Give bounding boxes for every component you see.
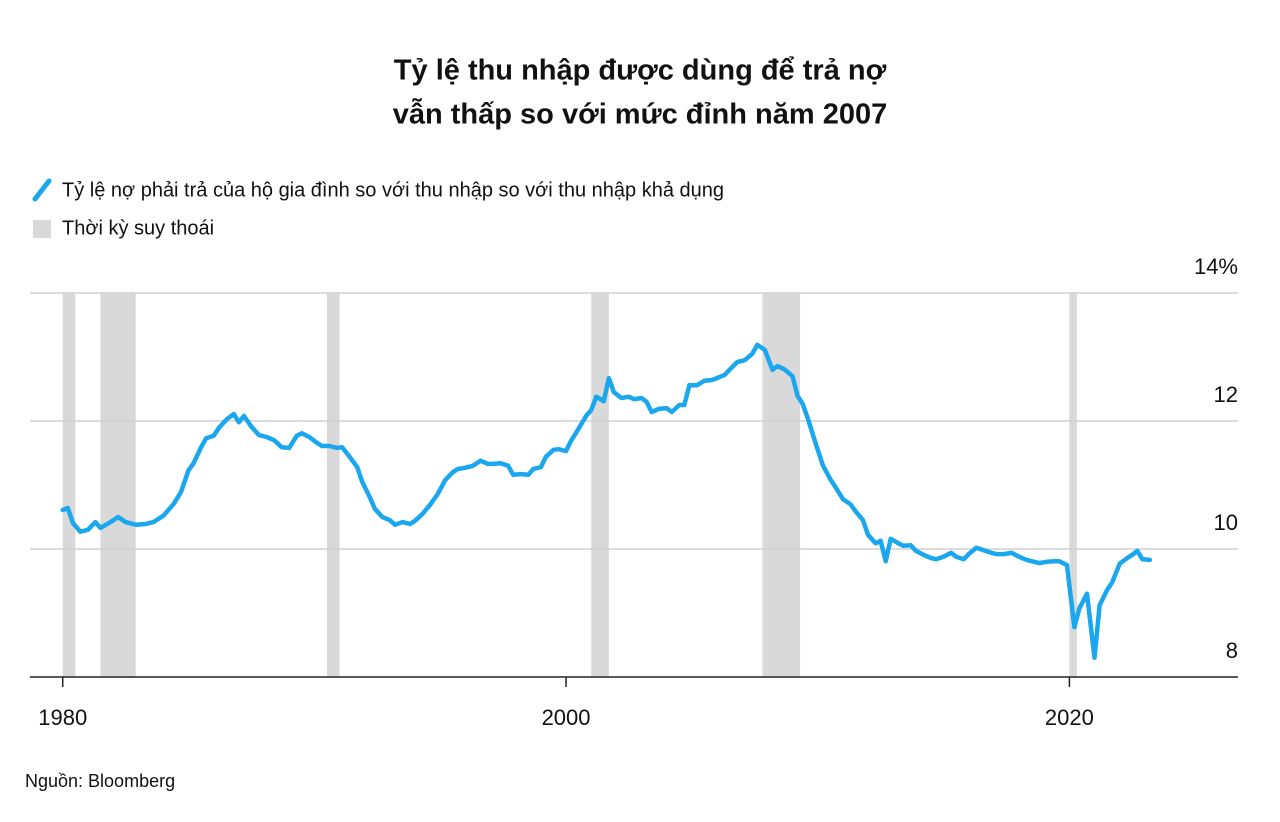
- data-line: [60, 342, 1153, 661]
- recession-band: [100, 293, 136, 677]
- y-tick-label: 10: [1214, 510, 1238, 535]
- y-tick-label: 12: [1214, 382, 1238, 407]
- recession-band: [62, 293, 76, 677]
- y-tick-label: 14%: [1194, 254, 1238, 279]
- legend-label: Tỷ lệ nợ phải trả của hộ gia đình so với…: [62, 179, 724, 201]
- legend-swatch: [33, 220, 51, 238]
- legend-label: Thời kỳ suy thoái: [62, 217, 214, 239]
- recession-band: [1069, 293, 1077, 677]
- recession-band: [762, 293, 801, 677]
- chart-title: Tỷ lệ thu nhập được dùng để trả nợ: [394, 55, 887, 87]
- x-tick-label: 1980: [38, 705, 87, 730]
- y-tick-label: 8: [1226, 638, 1238, 663]
- recession-band: [326, 293, 340, 677]
- source: Nguồn: Bloomberg: [25, 771, 175, 791]
- x-tick-label: 2000: [542, 705, 591, 730]
- x-tick-label: 2020: [1045, 705, 1094, 730]
- legend-swatch: [32, 178, 52, 202]
- recession-band: [591, 293, 609, 677]
- chart-title: vẫn thấp so với mức đỉnh năm 2007: [393, 97, 888, 131]
